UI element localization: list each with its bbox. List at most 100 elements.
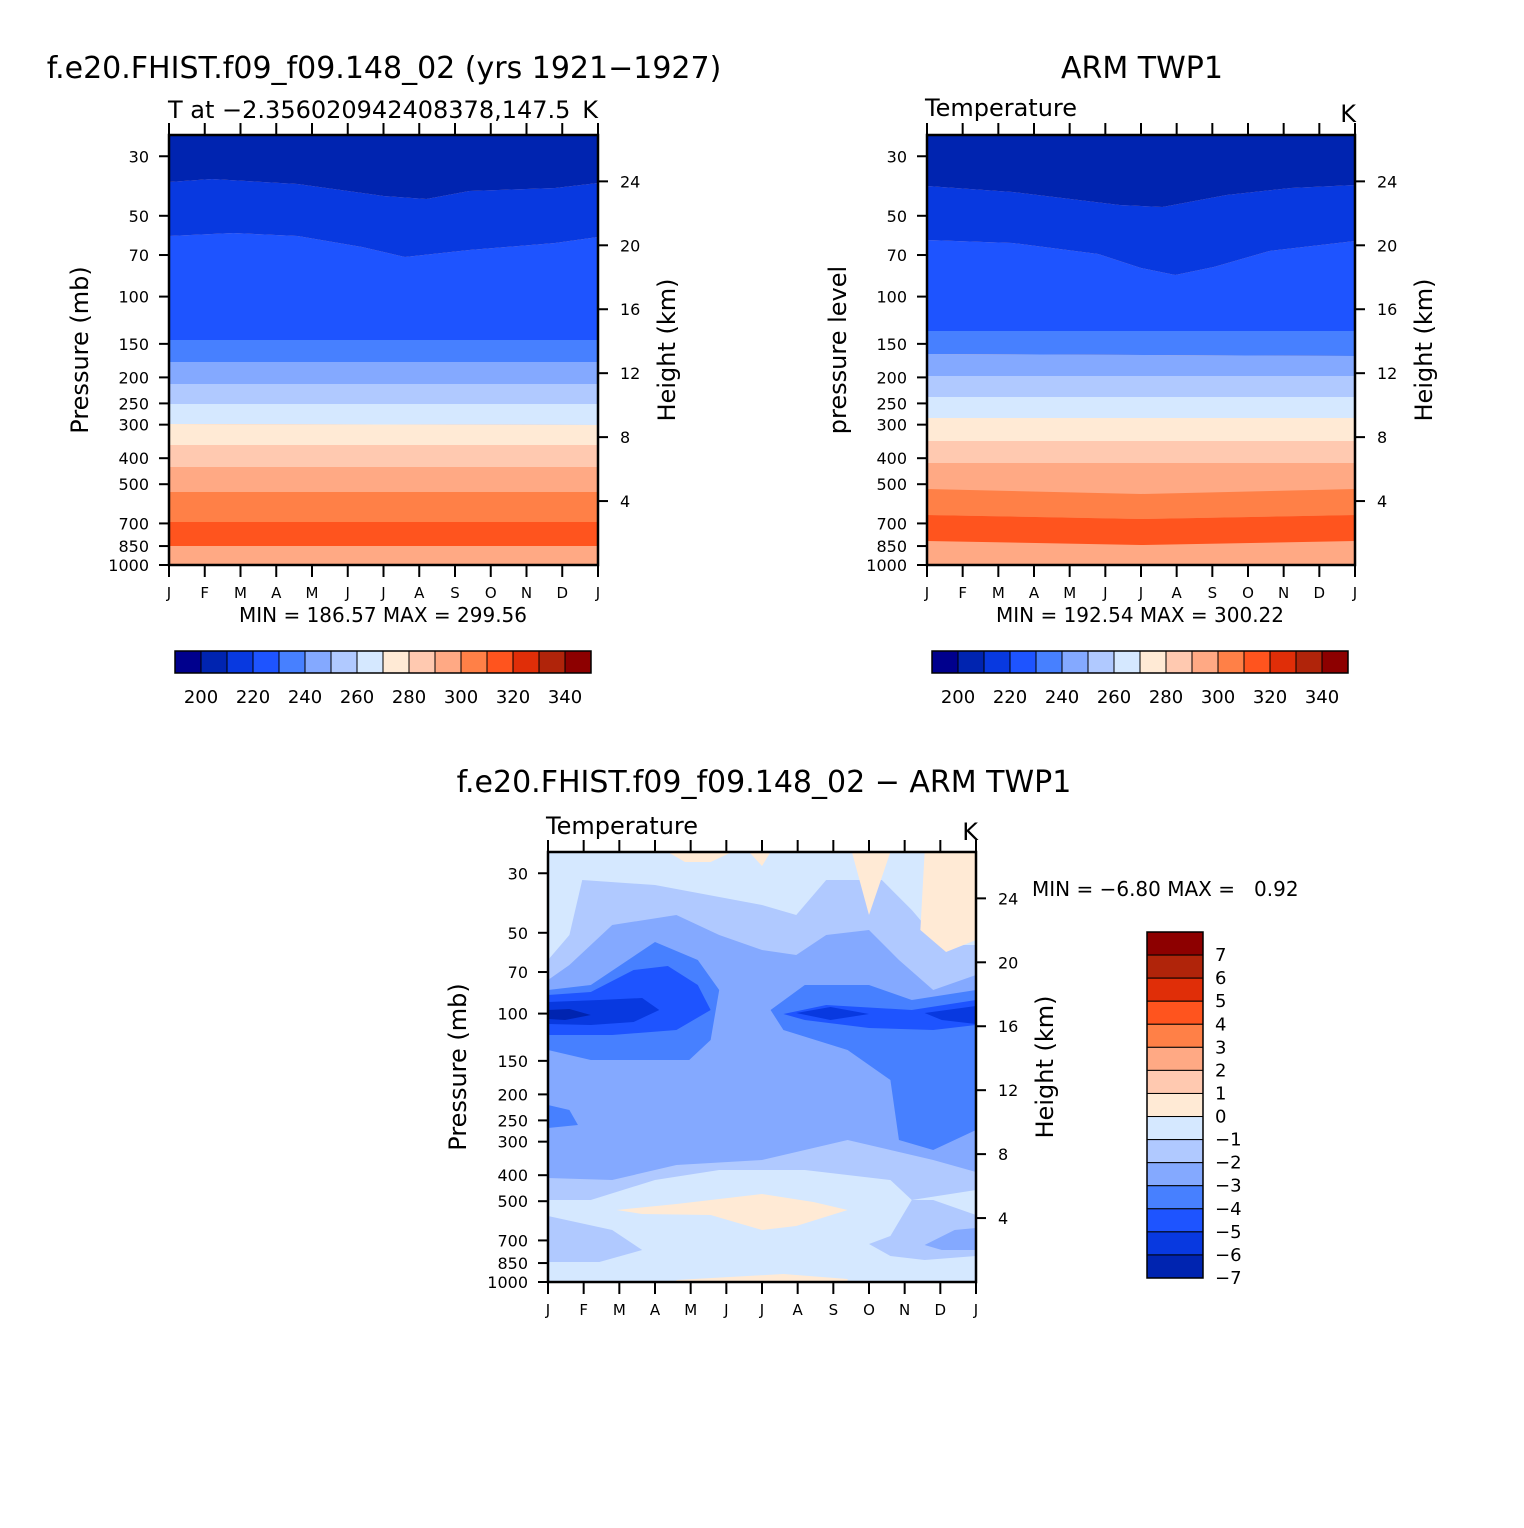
contour-band: [169, 424, 598, 445]
panel-model-x-ticks: J F M A M J J A S O N D J: [166, 584, 600, 602]
y-tick-label: 50: [129, 207, 149, 226]
panel-obs-colorbar: [931, 650, 1349, 674]
contour-band: [927, 418, 1355, 441]
x-tick-label: J: [759, 1301, 764, 1319]
colorbar-swatch: [1139, 650, 1167, 674]
colorbar-label: −6: [1215, 1245, 1242, 1266]
x-tick-label: J: [345, 584, 350, 602]
colorbar-swatch: [1146, 1046, 1204, 1071]
y-tick-label: 250: [497, 1111, 528, 1130]
colorbar-label: 3: [1215, 1037, 1226, 1058]
colorbar-label: −2: [1215, 1153, 1242, 1174]
height-tick-label: 12: [620, 364, 640, 383]
colorbar-swatch: [564, 650, 592, 674]
contour-band: [548, 1216, 643, 1262]
contour-band: [169, 135, 598, 199]
colorbar-swatch: [1146, 1254, 1204, 1279]
height-tick-label: 4: [998, 1209, 1008, 1228]
contour-band: [548, 1105, 578, 1128]
colorbar-swatch: [226, 650, 254, 674]
colorbar-swatch: [1269, 650, 1297, 674]
panel-diff-plot-area: [538, 840, 986, 1294]
height-tick-label: 12: [1377, 364, 1397, 383]
contour-band: [676, 1274, 848, 1282]
y-tick-label: 850: [118, 537, 149, 556]
height-tick-label: 24: [620, 172, 640, 191]
x-tick-label: A: [1172, 584, 1183, 602]
colorbar-label: 7: [1215, 945, 1226, 966]
y-tick-label: 30: [508, 864, 528, 883]
y-tick-label: 250: [118, 394, 149, 413]
panel-diff: f.e20.FHIST.f09_f09.148_02 − ARM TWP1 Te…: [444, 765, 1299, 1319]
colorbar-label: 300: [444, 687, 478, 708]
x-tick-label: A: [793, 1301, 804, 1319]
contour-band: [920, 852, 976, 952]
colorbar-swatch: [1146, 954, 1204, 979]
panel-obs-x-ticks: J F M A M J J A S O N D J: [924, 584, 1357, 602]
contour-band: [927, 376, 1355, 397]
colorbar-swatch: [1061, 650, 1089, 674]
colorbar-swatch: [1113, 650, 1141, 674]
x-tick-label: F: [200, 584, 209, 602]
panel-model-y-ticks: 30 50 70 100 150 200 250 300 400 500 700…: [108, 147, 149, 575]
height-tick-label: 16: [620, 300, 640, 319]
x-tick-label: M: [234, 584, 247, 602]
colorbar-label: 6: [1215, 968, 1226, 989]
panel-diff-height-axis-label: Height (km): [1031, 996, 1059, 1139]
colorbar-label: −5: [1215, 1222, 1242, 1243]
panel-obs-y-axis-label: pressure level: [824, 266, 852, 434]
colorbar-label: 1: [1215, 1083, 1226, 1104]
x-tick-label: A: [414, 584, 425, 602]
panel-diff-colorbar-labels: 7 6 5 4 3 2 1 0 −1 −2 −3 −4 −5 −6 −7: [1215, 945, 1242, 1289]
colorbar-swatch: [1217, 650, 1245, 674]
colorbar-label: 260: [340, 687, 374, 708]
height-tick-label: 4: [620, 492, 630, 511]
colorbar-swatch: [1009, 650, 1037, 674]
colorbar-swatch: [1146, 1092, 1204, 1118]
y-tick-label: 1000: [108, 556, 149, 575]
colorbar-swatch: [1321, 650, 1349, 674]
panel-model-y-axis-label: Pressure (mb): [66, 266, 94, 433]
colorbar-swatch: [408, 650, 436, 674]
colorbar-swatch: [1191, 650, 1219, 674]
height-tick-label: 20: [620, 236, 640, 255]
colorbar-label: 2: [1215, 1060, 1226, 1081]
colorbar-frame: [931, 650, 1349, 674]
colorbar-label: −4: [1215, 1199, 1242, 1220]
height-tick-label: 8: [1377, 428, 1387, 447]
y-tick-label: 70: [508, 963, 528, 982]
colorbar-swatch: [1146, 1069, 1204, 1094]
x-tick-label: F: [958, 584, 967, 602]
contour-band: [169, 445, 598, 467]
contour-band: [749, 852, 771, 866]
y-tick-label: 30: [129, 147, 149, 166]
colorbar-label: −3: [1215, 1176, 1242, 1197]
x-tick-label: J: [380, 584, 385, 602]
colorbar-swatch: [486, 650, 514, 674]
y-tick-label: 850: [497, 1254, 528, 1273]
colorbar-swatch: [1146, 931, 1204, 956]
colorbar-swatch: [538, 650, 566, 674]
x-tick-label: O: [485, 584, 497, 602]
colorbar-label: 0: [1215, 1107, 1226, 1128]
x-tick-label: N: [1278, 584, 1289, 602]
colorbar-label: 4: [1215, 1014, 1226, 1035]
contour-band: [169, 340, 598, 362]
panel-diff-units: K: [962, 818, 979, 846]
x-tick-label: M: [306, 584, 319, 602]
panel-obs-subtitle: Temperature: [924, 94, 1077, 122]
contour-band: [169, 233, 598, 340]
y-tick-label: 100: [497, 1005, 528, 1024]
colorbar-label: 240: [288, 687, 322, 708]
panel-model-title: f.e20.FHIST.f09_f09.148_02 (yrs 1921−192…: [47, 51, 722, 86]
x-tick-label: J: [723, 1301, 728, 1319]
contour-band: [169, 467, 598, 492]
x-tick-label: A: [1029, 584, 1040, 602]
height-tick-label: 24: [1377, 172, 1397, 191]
panel-model-colorbar-labels: 200 220 240 260 280 300 320 340: [184, 687, 582, 708]
colorbar-label: 240: [1045, 687, 1079, 708]
panel-diff-y-axis-label: Pressure (mb): [444, 983, 472, 1150]
y-tick-label: 200: [118, 368, 149, 387]
contour-band: [667, 852, 733, 862]
height-tick-label: 16: [998, 1017, 1018, 1036]
